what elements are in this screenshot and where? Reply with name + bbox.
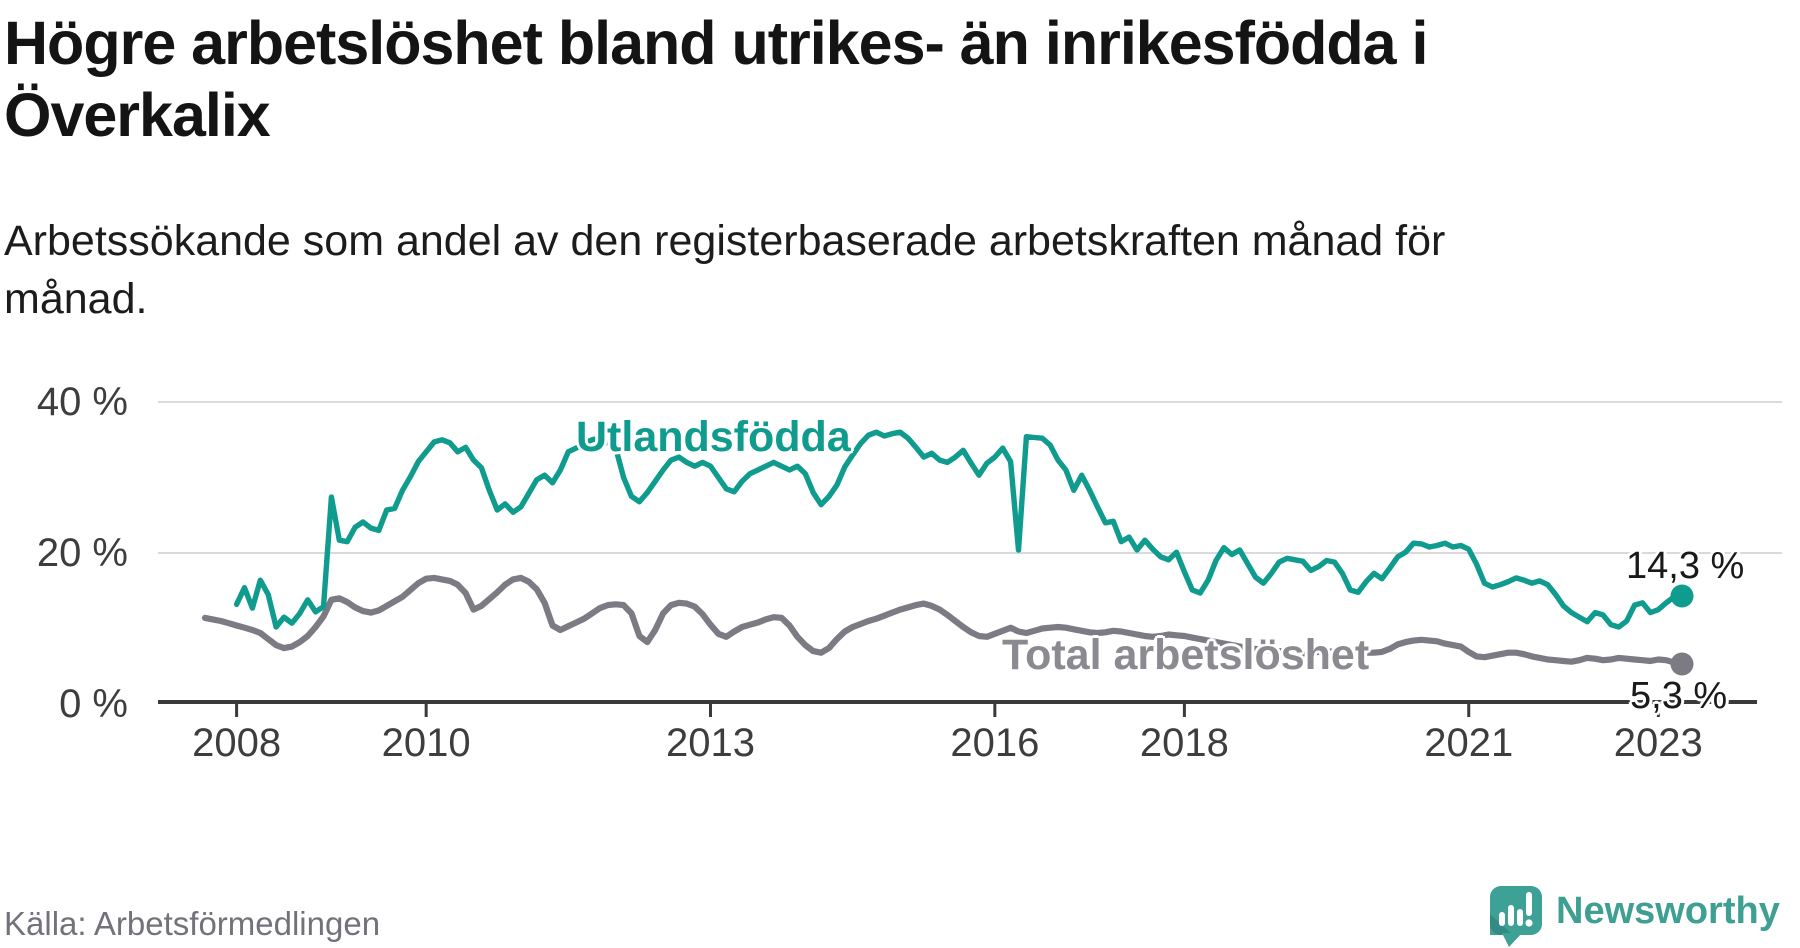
newsworthy-logo: Newsworthy — [1490, 884, 1800, 948]
chart-title: Högre arbetslöshet bland utrikes- än inr… — [4, 9, 1428, 149]
series-label-utlandsfodda: Utlandsfödda — [576, 413, 851, 461]
x-axis-label-2013: 2013 — [665, 721, 755, 765]
x-axis-label-2023: 2023 — [1613, 721, 1703, 765]
brand-name: Newsworthy — [1556, 890, 1780, 932]
x-axis-label-2008: 2008 — [192, 721, 282, 765]
x-axis-label-2016: 2016 — [950, 721, 1040, 765]
series-label-total-arbetsloshet: Total arbetslöshet — [1002, 631, 1370, 679]
chart-subtitle: Arbetssökande som andel av den registerb… — [4, 217, 1446, 324]
y-axis-label-20: 20 % — [36, 531, 128, 575]
bar-chart-speech-bubble-icon — [1490, 886, 1542, 947]
series-line-utlandsfodda — [233, 429, 1685, 630]
y-axis-label-40: 40 % — [36, 380, 128, 424]
end-dot-utlandsfodda — [1670, 584, 1694, 608]
y-axis-label-0: 0 % — [59, 682, 128, 726]
x-axis-label-2018: 2018 — [1139, 721, 1229, 765]
x-axis-label-2021: 2021 — [1424, 721, 1514, 765]
source-note: Källa: Arbetsförmedlingen — [4, 905, 381, 942]
series-line-total — [201, 574, 1686, 668]
end-value-label-total: 5,3 % — [1630, 675, 1728, 717]
end-value-label-utlandsfodda: 14,3 % — [1626, 545, 1745, 587]
end-dot-total — [1670, 652, 1694, 676]
x-axis-label-2010: 2010 — [381, 721, 471, 765]
